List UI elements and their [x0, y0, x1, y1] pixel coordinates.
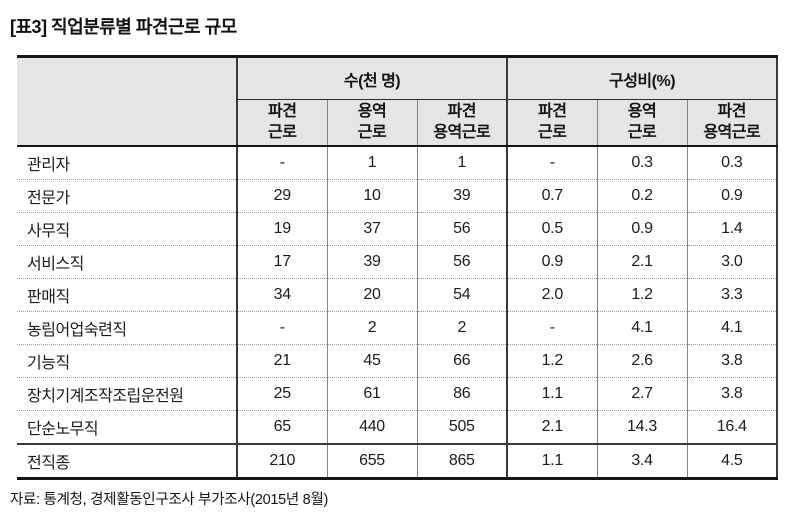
- data-cell: 2.0: [506, 278, 597, 312]
- data-cell: -: [236, 146, 327, 180]
- table-row: 농림어업숙련직 -2 2-4.1 4.1: [17, 311, 779, 345]
- table-header: 수(천 명) 구성비(%) 파견 근로 용역 근로 파견 용역근로 파견 근로 …: [17, 56, 779, 147]
- data-cell: 2.1: [596, 245, 687, 279]
- data-cell: 1.2: [596, 278, 687, 312]
- data-cell: -: [506, 311, 597, 345]
- data-cell: 1: [416, 146, 507, 180]
- data-cell: 65: [236, 410, 327, 445]
- table-row: 기능직 21 45 66 1.2 2.6 3.8: [17, 344, 779, 378]
- data-cell: -: [236, 311, 327, 345]
- data-cell: 0.2: [596, 179, 687, 213]
- data-cell: 210: [236, 443, 327, 479]
- data-cell: 1.4: [686, 212, 779, 246]
- data-cell: 10: [326, 179, 417, 213]
- data-cell: 865: [416, 443, 507, 479]
- col-header-both-count: 파견 용역근로: [416, 99, 507, 147]
- row-label: 전문가: [17, 179, 237, 213]
- col-header-service-ratio: 용역 근로: [596, 99, 687, 147]
- data-cell: 2.7: [596, 377, 687, 411]
- row-label: 농림어업숙련직: [17, 311, 237, 345]
- data-cell: 34: [236, 278, 327, 312]
- data-cell: 1.1: [506, 443, 597, 479]
- data-cell: 3.4: [596, 443, 687, 479]
- data-cell: 1.1: [506, 377, 597, 411]
- data-cell: 3.8: [686, 377, 779, 411]
- row-label: 관리자: [17, 146, 237, 180]
- data-cell: 16.4: [686, 410, 779, 445]
- data-cell: 655: [326, 443, 417, 479]
- data-cell: 25: [236, 377, 327, 411]
- table-row: 사무직 19 37 56 0.5 0.9 1.4: [17, 212, 779, 246]
- data-cell: 4.5: [686, 443, 779, 479]
- table-row: 단순노무직 65 440 505 2.1 14.3 16.4: [17, 410, 779, 445]
- row-label: 판매직: [17, 278, 237, 312]
- data-cell: 39: [416, 179, 507, 213]
- table-row: 판매직 34 20 54 2.0 1.2 3.3: [17, 278, 779, 312]
- data-cell: 14.3: [596, 410, 687, 445]
- corner-cell: [17, 56, 237, 147]
- data-cell: 4.1: [686, 311, 779, 345]
- data-cell: 0.3: [686, 146, 779, 180]
- data-cell: 54: [416, 278, 507, 312]
- data-cell: 3.8: [686, 344, 779, 378]
- data-cell: 440: [326, 410, 417, 445]
- data-cell: 2.6: [596, 344, 687, 378]
- table-row: 서비스직 17 39 56 0.9 2.1 3.0: [17, 245, 779, 279]
- data-cell: 0.5: [506, 212, 597, 246]
- data-cell: 1: [326, 146, 417, 180]
- data-cell: 45: [326, 344, 417, 378]
- col-header-dispatch-ratio: 파견 근로: [506, 99, 597, 147]
- data-cell: 20: [326, 278, 417, 312]
- data-cell: 21: [236, 344, 327, 378]
- col-group-ratio: 구성비(%): [505, 56, 779, 100]
- data-cell: 56: [416, 212, 507, 246]
- header-sub-row: 파견 근로 용역 근로 파견 용역근로 파견 근로 용역 근로 파견 용역근로: [17, 99, 779, 147]
- data-cell: 0.9: [596, 212, 687, 246]
- data-cell: 66: [416, 344, 507, 378]
- col-header-dispatch-count: 파견 근로: [236, 99, 327, 147]
- data-cell: 29: [236, 179, 327, 213]
- table-row: 전문가 29 10 39 0.7 0.2 0.9: [17, 179, 779, 213]
- col-header-both-ratio: 파견 용역근로: [686, 99, 779, 147]
- data-cell: 0.7: [506, 179, 597, 213]
- data-cell: 86: [416, 377, 507, 411]
- col-group-count: 수(천 명): [236, 56, 507, 100]
- row-label: 단순노무직: [17, 410, 237, 445]
- table-caption: [표3] 직업분류별 파견근로 규모: [10, 17, 237, 37]
- data-table: 수(천 명) 구성비(%) 파견 근로 용역 근로 파견 용역근로 파견 근로 …: [17, 55, 779, 480]
- data-cell: 19: [236, 212, 327, 246]
- data-cell: 4.1: [596, 311, 687, 345]
- source-note: 자료: 통계청, 경제활동인구조사 부가조사(2015년 8월): [10, 492, 329, 508]
- data-cell: 39: [326, 245, 417, 279]
- table-row: 장치기계조작조립운전원 25 61 86 1.1 2.7 3.8: [17, 377, 779, 411]
- data-cell: 2: [416, 311, 507, 345]
- row-label: 전직종: [17, 443, 237, 479]
- data-cell: 0.3: [596, 146, 687, 180]
- data-cell: 3.3: [686, 278, 779, 312]
- data-cell: -: [506, 146, 597, 180]
- data-cell: 37: [326, 212, 417, 246]
- header-group-row: 수(천 명) 구성비(%): [17, 56, 779, 147]
- data-cell: 0.9: [506, 245, 597, 279]
- data-cell: 17: [236, 245, 327, 279]
- data-cell: 56: [416, 245, 507, 279]
- data-cell: 2.1: [506, 410, 597, 445]
- row-label: 기능직: [17, 344, 237, 378]
- data-cell: 2: [326, 311, 417, 345]
- table-row-total: 전직종 210 655 865 1.1 3.4 4.5: [17, 443, 779, 479]
- data-cell: 0.9: [686, 179, 779, 213]
- row-label: 장치기계조작조립운전원: [17, 377, 237, 411]
- table-row: 관리자 -1 1-0.3 0.3: [17, 146, 779, 180]
- data-cell: 61: [326, 377, 417, 411]
- table-body: 관리자 -1 1-0.3 0.3 전문가 29 10 39 0.7 0.2 0.9 사무직 19 37 56…: [17, 146, 779, 479]
- data-cell: 505: [416, 410, 507, 445]
- row-label: 서비스직: [17, 245, 237, 279]
- col-header-service-count: 용역 근로: [326, 99, 417, 147]
- data-cell: 3.0: [686, 245, 779, 279]
- data-cell: 1.2: [506, 344, 597, 378]
- row-label: 사무직: [17, 212, 237, 246]
